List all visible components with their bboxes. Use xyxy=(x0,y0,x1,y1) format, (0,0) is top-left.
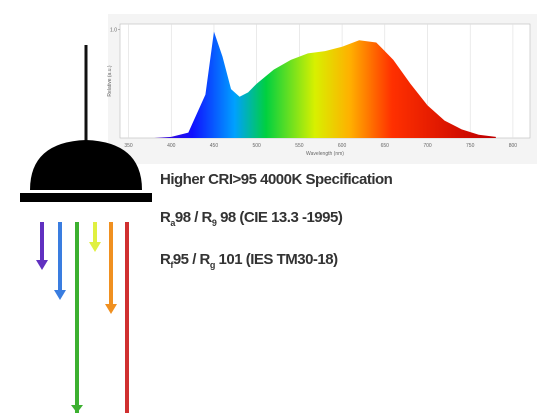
ray-head xyxy=(54,290,66,300)
x-tick-label: 800 xyxy=(509,143,518,149)
ray-head xyxy=(89,242,101,252)
spec-line: Higher CRI>95 4000K Specification xyxy=(160,171,393,188)
x-tick-label: 400 xyxy=(167,143,176,149)
text-run: Higher CRI>95 4000K Specification xyxy=(160,171,393,188)
y-tick-label: 1.0 xyxy=(110,27,117,33)
spec-line: Ra98 / R9 98 (CIE 13.3 -1995) xyxy=(160,209,343,228)
text-run: 95 / R xyxy=(173,251,211,268)
x-tick-label: 700 xyxy=(423,143,432,149)
y-axis-label: Relative (a.u.) xyxy=(107,65,113,96)
subscript: g xyxy=(210,260,215,270)
spec-line: Rf95 / Rg 101 (IES TM30-18) xyxy=(160,251,338,270)
light-rays xyxy=(36,222,129,413)
x-axis-label: Wavelength (nm) xyxy=(306,151,344,157)
text-run: 98 / R xyxy=(175,209,213,226)
spectrum-area xyxy=(154,31,496,139)
lamp-base xyxy=(20,193,152,202)
ray-head xyxy=(105,304,117,314)
ray-head xyxy=(36,260,48,270)
subscript: 9 xyxy=(212,218,217,228)
ray-head xyxy=(71,405,83,413)
subscript: a xyxy=(170,218,176,228)
text-run: 98 (CIE 13.3 -1995) xyxy=(216,209,342,226)
x-tick-label: 500 xyxy=(252,143,261,149)
subscript: f xyxy=(170,260,174,270)
x-tick-label: 350 xyxy=(124,143,133,149)
x-tick-label: 750 xyxy=(466,143,475,149)
x-tick-label: 650 xyxy=(381,143,390,149)
x-tick-label: 450 xyxy=(210,143,219,149)
x-tick-label: 600 xyxy=(338,143,347,149)
text-run: 101 (IES TM30-18) xyxy=(215,251,338,268)
lamp-shade xyxy=(30,140,142,190)
text-run: R xyxy=(160,251,171,268)
text-run: R xyxy=(160,209,171,226)
x-tick-label: 550 xyxy=(295,143,304,149)
